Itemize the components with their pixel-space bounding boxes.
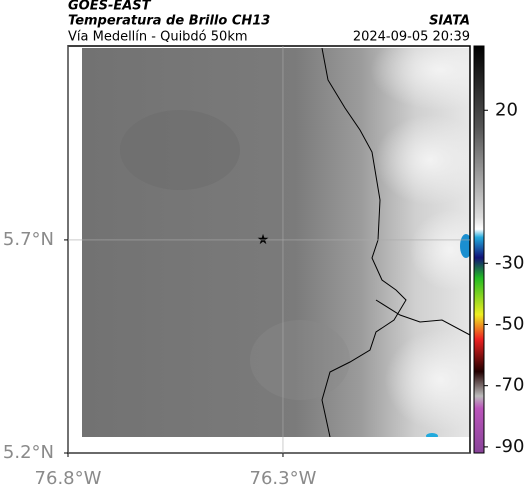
colorbar-tick-label: -50 bbox=[495, 313, 524, 334]
y-tick-label: 5.7°N bbox=[3, 229, 54, 250]
colorbar-tick-label: -70 bbox=[495, 375, 524, 396]
y-tick-label: 5.2°N bbox=[3, 442, 54, 463]
colorbar-tick-label: -30 bbox=[495, 252, 524, 273]
x-tick-label: 76.3°W bbox=[250, 468, 317, 489]
datetime: 2024-09-05 20:39 bbox=[353, 30, 470, 45]
title: GOES-EAST bbox=[68, 0, 152, 14]
satellite-image bbox=[82, 48, 470, 437]
x-tick-label: 76.8°W bbox=[35, 468, 102, 489]
source: SIATA bbox=[429, 14, 470, 29]
route: Vía Medellín - Quibdó 50km bbox=[68, 30, 248, 45]
colorbar bbox=[473, 45, 485, 454]
colorbar-tick-label: 20 bbox=[495, 99, 518, 120]
colorbar-tick-label: -90 bbox=[495, 436, 524, 457]
subtitle: Temperatura de Brillo CH13 bbox=[68, 14, 270, 29]
